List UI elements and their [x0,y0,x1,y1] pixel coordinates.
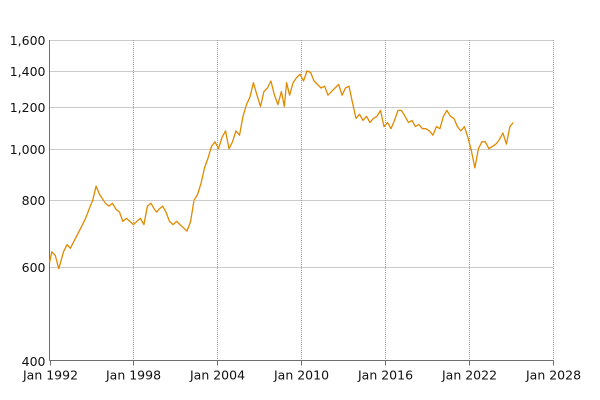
y-tick-label: 400 [22,354,46,369]
series-line [48,70,514,270]
x-tick-label: Jan 2022 [441,368,497,383]
x-tick-label: Jan 2028 [525,368,581,383]
x-tick-label: Jan 1998 [105,368,161,383]
x-tick-labels: Jan 1992 Jan 1998 Jan 2004 Jan 2010 Jan 2016… [22,368,581,383]
series-layer [48,70,514,270]
x-tick-label: Jan 2010 [273,368,329,383]
axes [49,40,553,361]
y-tick-label: 1,600 [10,33,46,48]
x-tick-label: Jan 2004 [189,368,245,383]
gridlines [49,40,554,366]
x-tick-label: Jan 1992 [22,368,78,383]
x-tick-label: Jan 2016 [357,368,413,383]
y-tick-labels: 400 600 800 1,000 1,200 1,400 1,600 [10,33,46,369]
y-tick-label: 1,400 [10,64,46,79]
y-tick-label: 600 [22,260,46,275]
y-tick-label: 1,000 [10,142,46,157]
y-tick-label: 800 [22,193,46,208]
y-tick-label: 1,200 [10,100,46,115]
